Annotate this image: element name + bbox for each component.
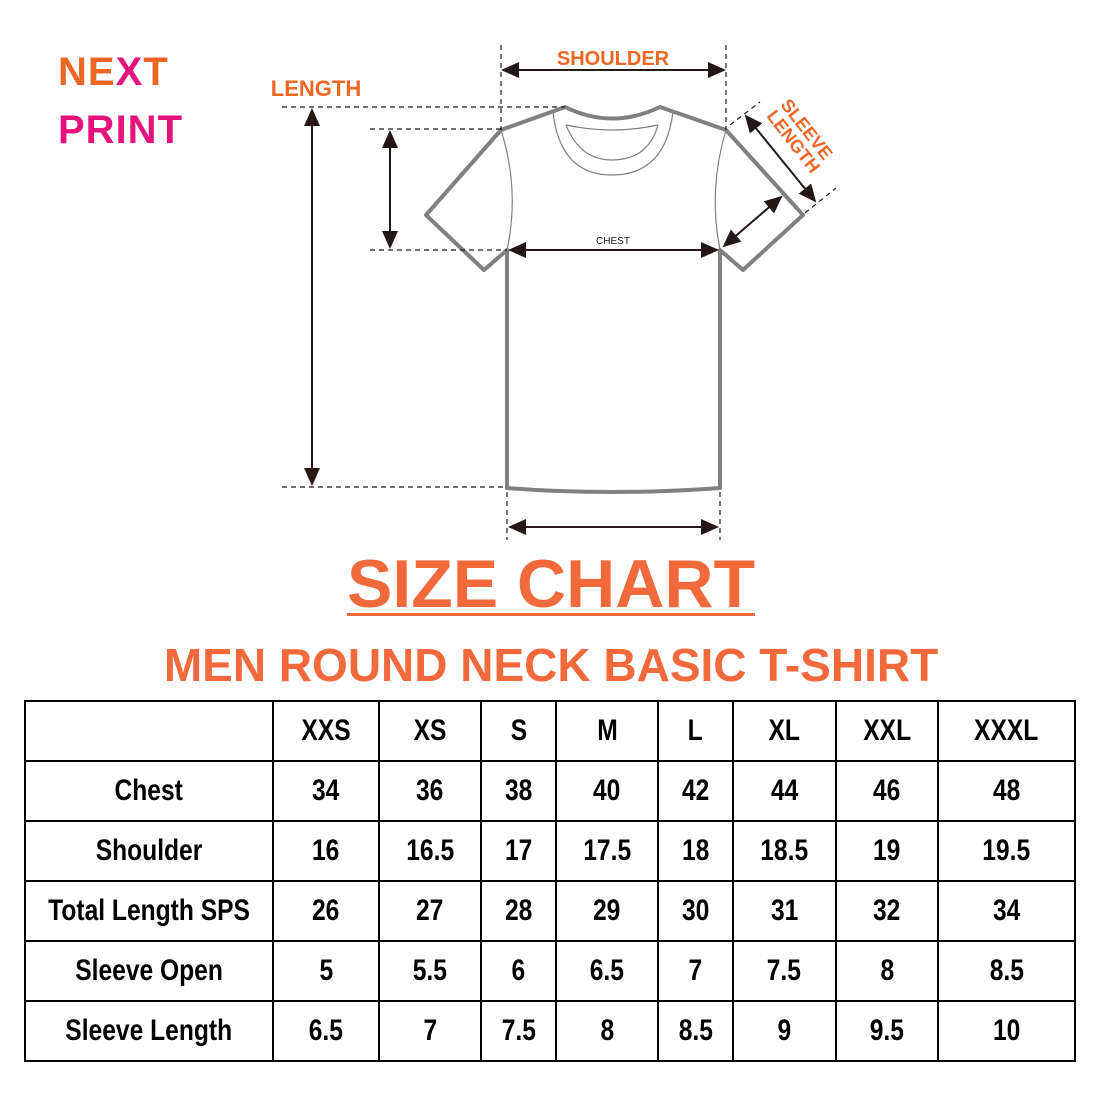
- table-cell: 34: [272, 760, 380, 822]
- row-label: Sleeve Length: [23, 1000, 275, 1062]
- title-text: SIZE CHART: [347, 546, 755, 622]
- row-label: Sleeve Open: [23, 940, 275, 1002]
- table-cell: 36: [377, 760, 483, 822]
- logo-next: NEXT: [58, 52, 169, 92]
- table-cell: 5: [272, 940, 380, 1002]
- size-table: XXS XS S M L XL XXL XXXL Chest 34 36 38 40 42…: [23, 700, 1076, 1062]
- logo-text: NE: [58, 50, 116, 94]
- tshirt-diagram: SHOULDER LENGTH CHEST SLEEVE LENGTH: [271, 45, 837, 540]
- table-row: Shoulder 16 16.5 17 17.5 18 18.5 19 19.5: [23, 820, 1076, 882]
- table-cell: 46: [834, 760, 940, 822]
- table-cell: 19: [834, 820, 940, 882]
- table-cell: 16.5: [377, 820, 483, 882]
- size-header: XXL: [834, 700, 940, 762]
- table-cell: 8.5: [937, 940, 1076, 1002]
- size-header: L: [657, 700, 734, 762]
- corner-cell: [23, 700, 275, 762]
- table-cell: 44: [731, 760, 837, 822]
- table-cell: 9.5: [834, 1000, 940, 1062]
- table-cell: 17: [480, 820, 557, 882]
- table-cell: 6.5: [272, 1000, 380, 1062]
- size-header: XL: [731, 700, 837, 762]
- table-cell: 48: [937, 760, 1076, 822]
- table-cell: 6.5: [554, 940, 660, 1002]
- table-header-row: XXS XS S M L XL XXL XXXL: [23, 700, 1076, 762]
- page-subtitle: MEN ROUND NECK BASIC T-SHIRT: [163, 639, 939, 691]
- logo-text: X: [115, 50, 144, 94]
- table-row: Chest 34 36 38 40 42 44 46 48: [23, 760, 1076, 822]
- table-cell: 7: [657, 940, 734, 1002]
- sleeve-open-arrow: [722, 195, 783, 248]
- chest-label: CHEST: [596, 236, 630, 247]
- table-cell: 42: [657, 760, 734, 822]
- row-label: Total Length SPS: [23, 880, 275, 942]
- logo-text: T: [143, 50, 169, 94]
- row-label: Shoulder: [23, 820, 275, 882]
- table-cell: 26: [272, 880, 380, 942]
- table-cell: 8: [554, 1000, 660, 1062]
- table-cell: 10: [937, 1000, 1076, 1062]
- table-cell: 18: [657, 820, 734, 882]
- length-label: LENGTH: [271, 76, 361, 101]
- table-cell: 19.5: [937, 820, 1076, 882]
- table-cell: 31: [731, 880, 837, 942]
- sleeve-length-arrow: [744, 114, 817, 203]
- table-row: Total Length SPS 26 27 28 29 30 31 32 34: [23, 880, 1076, 942]
- tshirt-outline: [424, 105, 805, 494]
- row-label: Chest: [23, 760, 275, 822]
- table-row: Sleeve Open 5 5.5 6 6.5 7 7.5 8 8.5: [23, 940, 1076, 1002]
- shoulder-label: SHOULDER: [557, 48, 670, 70]
- logo-print: PRINT: [58, 108, 183, 152]
- size-header: XS: [377, 700, 483, 762]
- table-cell: 28: [480, 880, 557, 942]
- page-title: SIZE CHART: [0, 545, 1102, 623]
- table-cell: 27: [377, 880, 483, 942]
- table-cell: 8.5: [657, 1000, 734, 1062]
- table-cell: 17.5: [554, 820, 660, 882]
- table-cell: 30: [657, 880, 734, 942]
- table-cell: 40: [554, 760, 660, 822]
- size-header: M: [554, 700, 660, 762]
- table-cell: 8: [834, 940, 940, 1002]
- table-cell: 32: [834, 880, 940, 942]
- table-cell: 6: [480, 940, 557, 1002]
- table-cell: 7.5: [480, 1000, 557, 1062]
- table-cell: 38: [480, 760, 557, 822]
- table-cell: 34: [937, 880, 1076, 942]
- size-header: XXS: [272, 700, 380, 762]
- table-cell: 9: [731, 1000, 837, 1062]
- table-cell: 29: [554, 880, 660, 942]
- table-cell: 16: [272, 820, 380, 882]
- table-cell: 5.5: [377, 940, 483, 1002]
- table-cell: 7.5: [731, 940, 837, 1002]
- table-cell: 18.5: [731, 820, 837, 882]
- table-cell: 7: [377, 1000, 483, 1062]
- table-row: Sleeve Length 6.5 7 7.5 8 8.5 9 9.5 10: [23, 1000, 1076, 1062]
- size-header: XXXL: [937, 700, 1076, 762]
- size-header: S: [480, 700, 557, 762]
